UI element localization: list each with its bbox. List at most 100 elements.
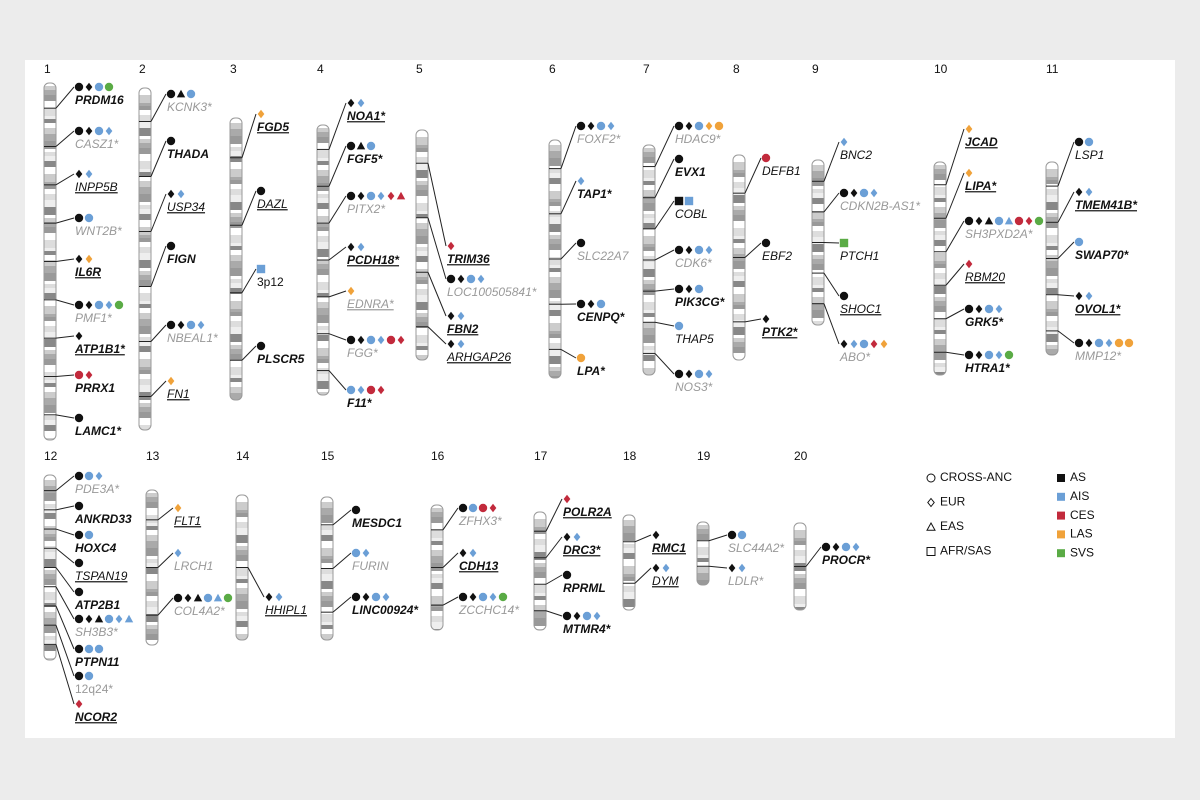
band <box>44 233 56 240</box>
band <box>44 134 56 141</box>
locus-label: TRIM36 <box>447 252 490 266</box>
band <box>812 219 824 222</box>
band <box>934 231 946 235</box>
marker <box>984 216 994 225</box>
band <box>139 352 151 359</box>
band <box>643 229 655 236</box>
marker <box>174 548 182 558</box>
band <box>623 520 635 526</box>
marker <box>587 299 595 309</box>
band <box>416 350 428 355</box>
marker <box>1124 338 1134 348</box>
chromosome <box>696 521 710 586</box>
marker <box>469 548 477 558</box>
locus-label: ABO* <box>839 350 870 364</box>
band <box>44 321 56 326</box>
band <box>643 322 655 328</box>
chromosome-number: 6 <box>549 62 556 76</box>
connector <box>241 190 257 226</box>
marker <box>694 245 704 255</box>
marker <box>177 320 185 330</box>
marker <box>184 593 192 603</box>
locus-label: SHOC1 <box>840 302 881 316</box>
marker <box>366 335 376 345</box>
band <box>549 277 561 283</box>
band <box>44 519 56 526</box>
band <box>44 326 56 332</box>
marker <box>738 563 746 573</box>
band <box>549 191 561 199</box>
band <box>643 181 655 185</box>
marker <box>995 304 1003 314</box>
band <box>230 294 242 301</box>
band <box>230 162 242 169</box>
connector <box>823 272 840 297</box>
band <box>934 334 946 339</box>
band <box>139 202 151 205</box>
band <box>812 318 824 321</box>
marker <box>213 593 223 602</box>
band <box>139 359 151 367</box>
band <box>623 515 635 520</box>
connector <box>823 192 840 213</box>
band <box>549 202 561 206</box>
band <box>534 530 546 534</box>
band <box>643 196 655 203</box>
band <box>416 229 428 236</box>
marker <box>115 614 123 624</box>
marker <box>85 254 93 264</box>
band <box>44 625 56 633</box>
connector <box>1057 241 1075 259</box>
band <box>139 407 151 412</box>
marker <box>94 300 104 310</box>
band <box>733 243 745 248</box>
band <box>146 497 158 502</box>
band <box>697 534 709 540</box>
band <box>1046 345 1058 349</box>
locus-label: PTCH1 <box>840 249 879 263</box>
band <box>236 510 248 513</box>
band <box>236 528 248 535</box>
band <box>812 178 824 186</box>
band <box>139 139 151 143</box>
chromosome-number: 7 <box>643 62 650 76</box>
connector <box>654 321 675 327</box>
connector <box>157 552 174 568</box>
band <box>317 231 329 236</box>
band <box>317 290 329 293</box>
band <box>643 284 655 289</box>
band <box>321 556 333 559</box>
band <box>317 264 329 269</box>
chromosome-number: 8 <box>733 62 740 76</box>
band <box>44 567 56 570</box>
band <box>549 272 561 277</box>
band <box>236 621 248 627</box>
locus-label: SH3B3* <box>75 625 118 639</box>
band <box>812 226 824 231</box>
connector <box>744 157 762 194</box>
band <box>139 253 151 260</box>
band <box>549 268 561 272</box>
marker <box>984 350 994 360</box>
band <box>230 327 242 334</box>
band <box>733 215 745 221</box>
locus-label: JCAD <box>965 135 998 149</box>
band <box>146 581 158 589</box>
chromosome-number: 16 <box>431 449 445 463</box>
marker <box>1084 137 1094 147</box>
marker <box>75 254 83 264</box>
marker <box>1004 350 1014 360</box>
band <box>236 609 248 612</box>
band <box>44 293 56 299</box>
band <box>623 559 635 566</box>
marker <box>85 126 93 136</box>
band <box>416 284 428 289</box>
band <box>416 148 428 152</box>
band <box>812 160 824 165</box>
connector <box>328 145 347 187</box>
legend-swatch <box>1057 549 1065 558</box>
band <box>230 312 242 316</box>
marker <box>576 353 586 363</box>
marker <box>674 121 684 131</box>
locus-label: PCDH18* <box>347 253 400 267</box>
